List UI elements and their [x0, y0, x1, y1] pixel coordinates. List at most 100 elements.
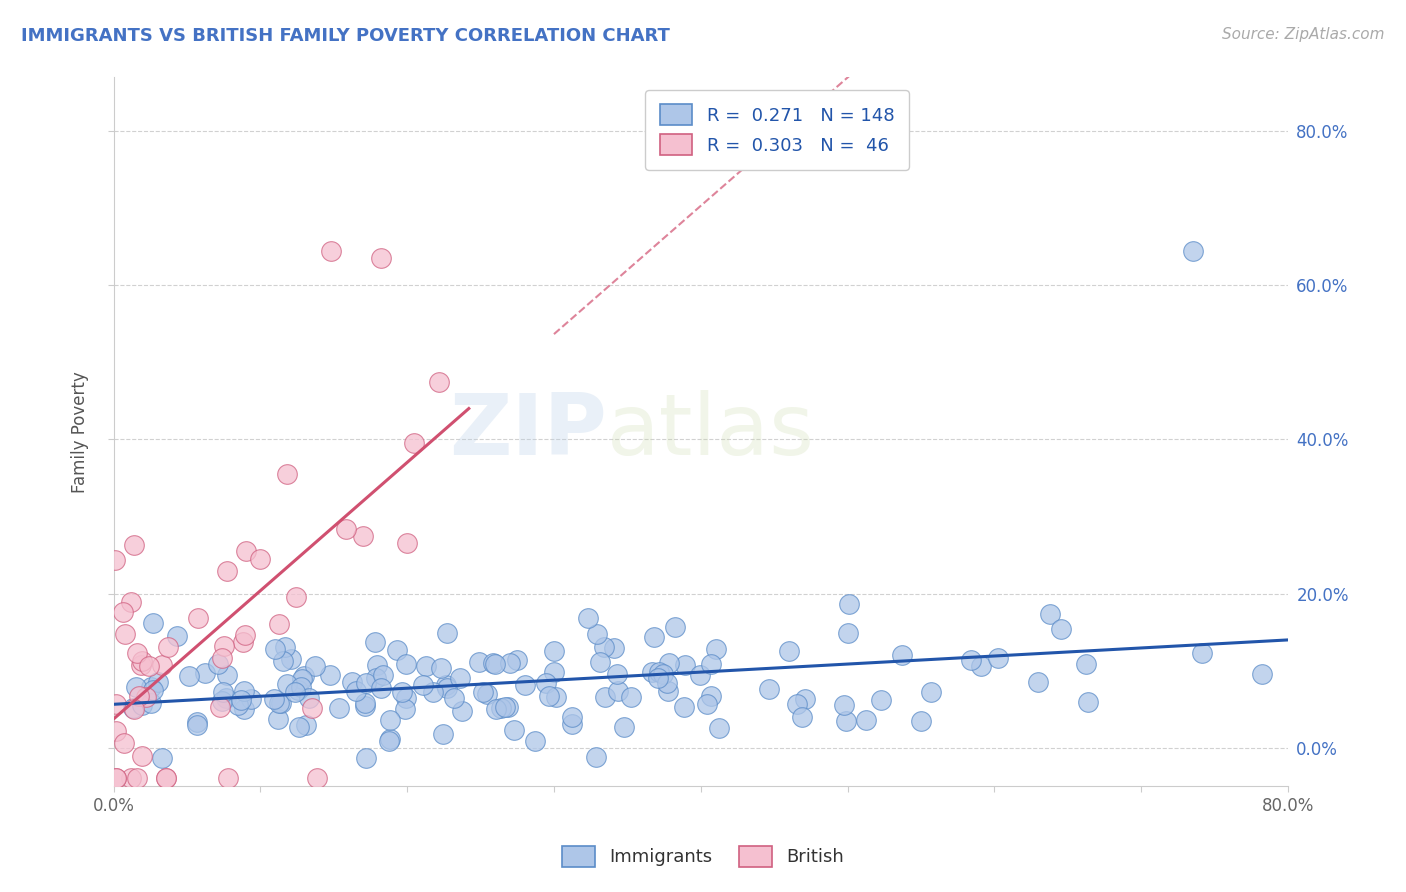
Point — [778, 644, 800, 658]
Point — [613, 720, 636, 734]
Point — [328, 701, 350, 715]
Point — [1026, 674, 1049, 689]
Point — [271, 654, 294, 668]
Point — [319, 668, 342, 682]
Point — [588, 655, 610, 669]
Point — [319, 244, 342, 258]
Point — [131, 698, 153, 713]
Point — [135, 690, 157, 705]
Point — [380, 731, 402, 746]
Point — [593, 640, 616, 655]
Point — [141, 680, 163, 694]
Point — [689, 668, 711, 682]
Point — [112, 736, 135, 750]
Point — [443, 691, 465, 706]
Point — [758, 681, 780, 696]
Point — [1049, 622, 1071, 636]
Point — [354, 698, 377, 713]
Point — [786, 697, 808, 711]
Point — [129, 658, 152, 673]
Point — [700, 657, 723, 672]
Point — [207, 657, 229, 672]
Point — [987, 651, 1010, 665]
Point — [1251, 666, 1274, 681]
Point — [211, 651, 233, 665]
Point — [231, 693, 253, 707]
Point — [280, 652, 302, 666]
Point — [1077, 695, 1099, 709]
Point — [436, 626, 458, 640]
Point — [105, 724, 128, 739]
Point — [395, 691, 418, 706]
Point — [870, 693, 893, 707]
Point — [131, 654, 153, 668]
Point — [468, 655, 491, 669]
Point — [263, 641, 285, 656]
Legend: R =  0.271   N = 148, R =  0.303   N =  46: R = 0.271 N = 148, R = 0.303 N = 46 — [645, 90, 908, 169]
Point — [387, 642, 409, 657]
Point — [910, 714, 932, 728]
Point — [340, 675, 363, 690]
Point — [274, 640, 297, 654]
Point — [354, 675, 377, 690]
Point — [290, 681, 312, 695]
Point — [215, 564, 238, 578]
Point — [485, 702, 508, 716]
Point — [657, 684, 679, 698]
Point — [298, 691, 321, 706]
Point — [194, 665, 217, 680]
Point — [700, 689, 723, 703]
Point — [276, 676, 298, 690]
Point — [837, 625, 859, 640]
Point — [104, 553, 127, 567]
Point — [240, 691, 263, 706]
Text: IMMIGRANTS VS BRITISH FAMILY POVERTY CORRELATION CHART: IMMIGRANTS VS BRITISH FAMILY POVERTY COR… — [21, 27, 671, 45]
Point — [370, 252, 392, 266]
Point — [543, 644, 565, 658]
Text: ZIP: ZIP — [449, 391, 607, 474]
Point — [284, 685, 307, 699]
Point — [284, 591, 307, 605]
Point — [270, 696, 292, 710]
Point — [586, 627, 609, 641]
Point — [105, 697, 128, 711]
Point — [363, 634, 385, 648]
Point — [263, 691, 285, 706]
Point — [127, 772, 149, 786]
Point — [391, 685, 413, 699]
Point — [150, 658, 173, 673]
Point — [402, 436, 425, 450]
Point — [233, 627, 256, 641]
Point — [620, 690, 643, 704]
Point — [969, 659, 991, 673]
Point — [353, 696, 375, 710]
Point — [131, 749, 153, 764]
Point — [155, 772, 177, 786]
Point — [652, 667, 675, 681]
Point — [120, 772, 142, 786]
Point — [156, 640, 179, 654]
Point — [287, 682, 309, 697]
Point — [475, 687, 498, 701]
Point — [226, 698, 249, 712]
Text: Source: ZipAtlas.com: Source: ZipAtlas.com — [1222, 27, 1385, 42]
Point — [142, 683, 165, 698]
Point — [664, 620, 686, 634]
Point — [607, 683, 630, 698]
Point — [643, 631, 665, 645]
Point — [217, 668, 239, 682]
Point — [111, 605, 134, 619]
Point — [657, 675, 679, 690]
Point — [1191, 646, 1213, 660]
Point — [560, 717, 582, 731]
Point — [352, 529, 374, 543]
Point — [114, 627, 136, 641]
Point — [496, 699, 519, 714]
Point — [366, 671, 388, 685]
Legend: Immigrants, British: Immigrants, British — [555, 838, 851, 874]
Point — [232, 635, 254, 649]
Point — [412, 677, 434, 691]
Point — [491, 701, 513, 715]
Point — [481, 656, 503, 670]
Point — [208, 699, 231, 714]
